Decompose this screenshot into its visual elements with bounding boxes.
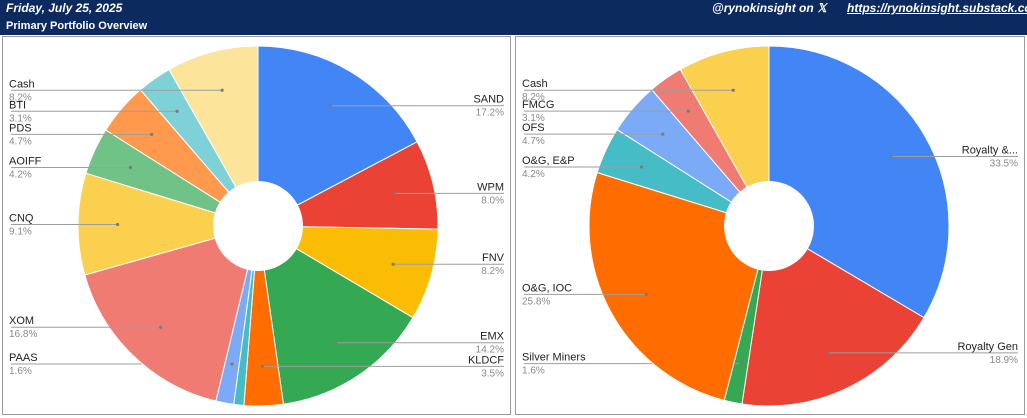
leader-dot-royalty-gen <box>827 351 831 355</box>
pie-slice-xom <box>84 225 259 402</box>
pie-slice-sand <box>257 45 418 227</box>
slice-pct-o-g-ioc: 25.8% <box>522 296 550 307</box>
subheader-bar: Primary Portfolio Overview <box>0 18 1027 35</box>
slice-label-o-g-ioc: O&G, IOC <box>522 282 572 294</box>
header-bar: Friday, July 25, 2025 @rynokinsight on 𝕏… <box>0 0 1027 18</box>
slice-pct-o-g-e-p: 4.2% <box>522 169 545 180</box>
leader-dot-sand <box>328 104 333 108</box>
pie-slice-royalty-gen <box>741 225 925 407</box>
donut-hole-1 <box>724 181 814 271</box>
leader-dot-pds <box>149 132 154 137</box>
slice-label-pds: PDS <box>9 122 32 134</box>
slice-pct-pds: 4.7% <box>9 136 32 147</box>
leader-dot-xom <box>159 325 163 329</box>
slice-pct-paas: 1.6% <box>9 366 32 377</box>
slice-pct-cnq: 9.1% <box>9 226 32 237</box>
leader-dot-fnv <box>391 262 395 266</box>
pie-slice-emx <box>257 225 414 405</box>
leader-dot-silver-miners <box>739 361 743 366</box>
pie-slice-fnv <box>256 225 439 319</box>
leader-dot-cash <box>731 88 735 92</box>
slice-label-kldcf: KLDCF <box>468 354 504 366</box>
pie-slice-cash <box>168 45 259 228</box>
slice-pct-cash: 8.2% <box>522 92 545 103</box>
leader-dot-paas <box>230 362 234 366</box>
slice-pct-bti: 3.1% <box>9 113 32 124</box>
slice-pct-royalty: 33.5% <box>990 158 1018 169</box>
slice-label-royalty: Royalty &... <box>962 144 1018 156</box>
slice-pct-xom: 16.8% <box>9 329 37 340</box>
slice-pct-kldcf: 3.5% <box>481 368 504 379</box>
slice-pct-ofs: 4.7% <box>522 136 545 147</box>
slice-label-cnq: CNQ <box>9 212 34 224</box>
slice-pct-royalty-gen: 18.9% <box>990 355 1018 366</box>
leader-dot-o-g-ioc <box>644 292 648 297</box>
slice-label-cash: Cash <box>522 78 548 90</box>
slice-pct-sand: 17.2% <box>476 108 504 119</box>
leader-dot-cash <box>220 88 224 92</box>
pie-slice-cash <box>679 45 770 228</box>
leader-dot-bti <box>175 109 179 113</box>
leader-dot-cnq <box>116 222 120 227</box>
slice-label-silver-miners: Silver Miners <box>522 352 586 364</box>
slice-label-wpm: WPM <box>477 181 504 193</box>
header-handle: @rynokinsight on 𝕏 <box>712 1 827 15</box>
leader-dot-wpm <box>392 191 397 195</box>
leader-dot-emx <box>334 341 338 345</box>
leader-dot-aoiff <box>128 165 132 170</box>
pie-chart-left: SAND 17.2% WPM 8.0% FNV 8.2% EMX 14.2%KLDCF 3.5%… <box>9 45 505 407</box>
leader-dot-o-g-e-p <box>639 165 644 169</box>
slice-pct-silver-miners: 1.6% <box>522 366 545 377</box>
leader-dot-ofs <box>661 132 665 136</box>
header-date: Friday, July 25, 2025 <box>6 1 123 15</box>
slice-label-emx: EMX <box>480 331 505 343</box>
pie-chart-right: Royalty &... 33.5% Royalty Gen 18.9% Silver … <box>522 45 1018 407</box>
slice-label-sand: SAND <box>473 94 504 106</box>
header-url-link[interactable]: https://rynokinsight.substack.com/ <box>847 1 1027 15</box>
subheader-title: Primary Portfolio Overview <box>6 20 148 32</box>
slice-pct-fnv: 8.2% <box>481 266 504 277</box>
slice-label-o-g-e-p: O&G, E&P <box>522 155 575 167</box>
chart-panel-left: SAND 17.2% WPM 8.0% FNV 8.2% EMX 14.2% KLDCF 3.5%… <box>2 36 511 415</box>
slice-label-ofs: OFS <box>522 122 545 134</box>
slice-label-cash: Cash <box>9 78 35 90</box>
slice-pct-fmcg: 3.1% <box>522 113 545 124</box>
slice-label-aoiff: AOIFF <box>9 155 42 167</box>
slice-pct-wpm: 8.0% <box>481 195 504 206</box>
chart-panel-right: Royalty &... 33.5% Royalty Gen 18.9% Silver … <box>515 36 1025 415</box>
slice-label-fmcg: FMCG <box>522 99 554 111</box>
pie-slice-royalty <box>768 45 950 319</box>
slice-label-fnv: FNV <box>482 252 505 264</box>
slice-label-royalty-gen: Royalty Gen <box>957 341 1018 353</box>
slice-pct-aoiff: 4.2% <box>9 169 32 180</box>
leader-dot-fmcg <box>686 109 690 113</box>
slice-label-paas: PAAS <box>9 352 38 364</box>
leader-dot-kldcf <box>260 364 265 368</box>
pie-slice-wpm <box>257 141 439 230</box>
slice-pct-cash: 8.2% <box>9 92 32 103</box>
slice-label-xom: XOM <box>9 315 34 327</box>
donut-hole-0 <box>213 181 303 271</box>
slice-pct-emx: 14.2% <box>476 345 504 356</box>
leader-dot-royalty <box>889 154 893 159</box>
slice-label-bti: BTI <box>9 99 26 111</box>
pie-slice-o-g-ioc <box>588 171 770 401</box>
